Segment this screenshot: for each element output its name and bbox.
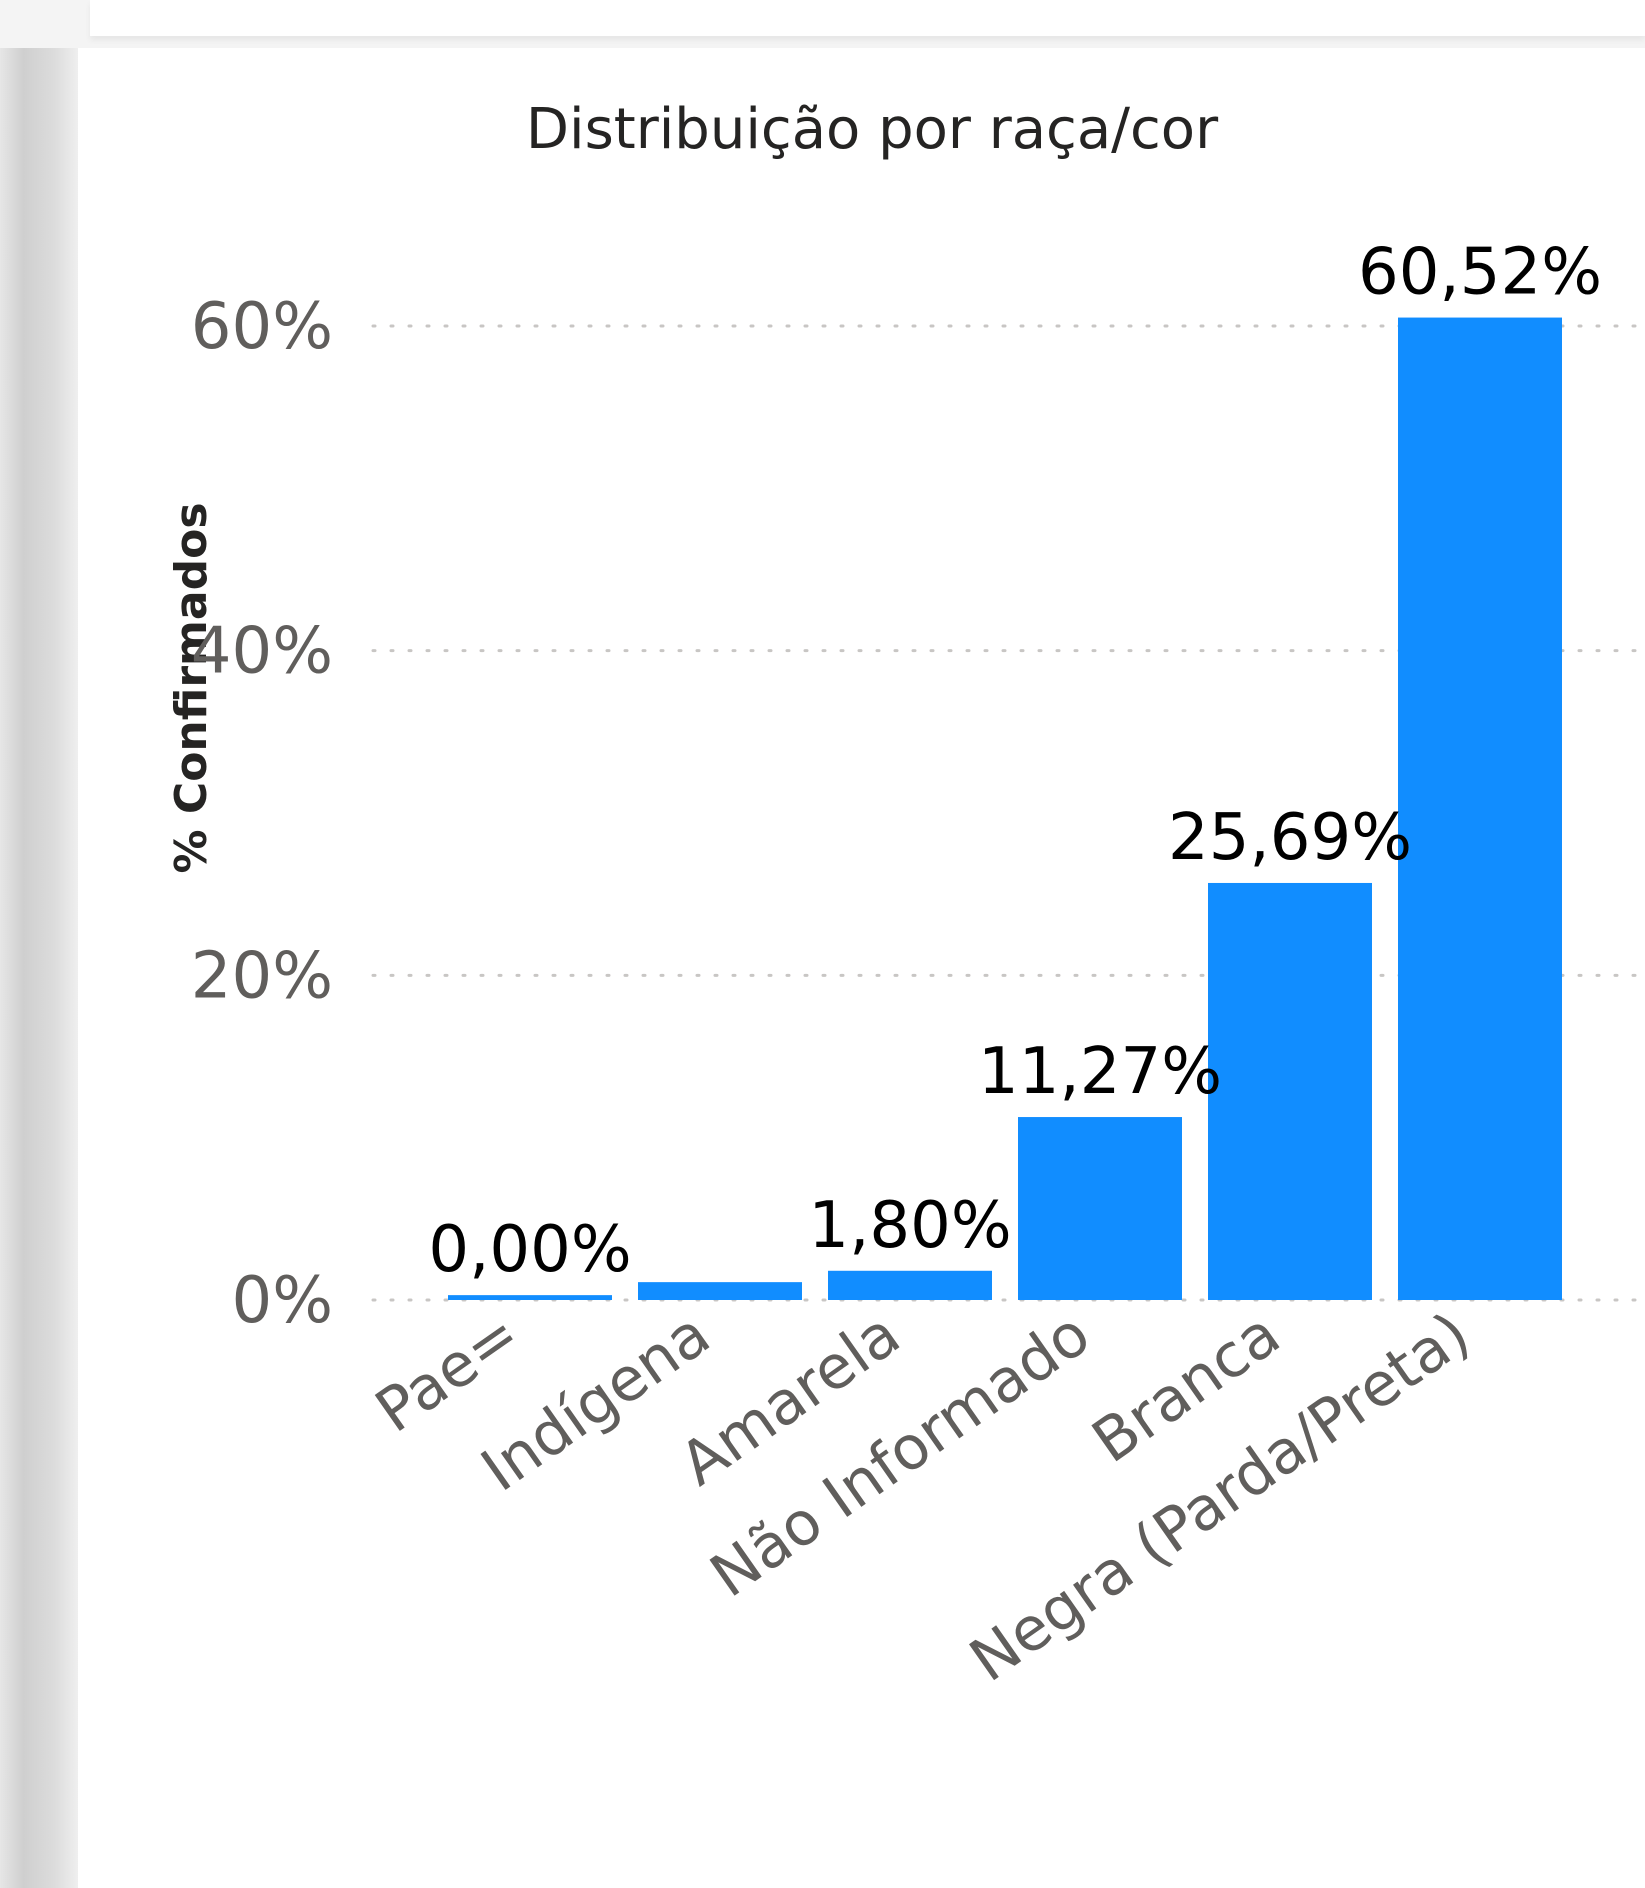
bar-chart: Distribuição por raça/cor % Confirmados … — [166, 97, 1645, 1696]
bar — [828, 1270, 992, 1300]
bar — [1018, 1117, 1182, 1300]
panel-shadow — [0, 48, 78, 1888]
chart-card[interactable]: Distribuição por raça/cor % Confirmados … — [78, 48, 1645, 1888]
data-label: 11,27% — [978, 1035, 1222, 1109]
y-axis-label: % Confirmados — [166, 502, 217, 873]
y-tick-label: 0% — [231, 1264, 333, 1338]
data-label: 1,80% — [808, 1189, 1011, 1263]
y-tick-label: 60% — [191, 290, 333, 364]
data-label: 25,69% — [1168, 801, 1412, 875]
y-tick-label: 20% — [191, 939, 333, 1013]
bar — [1208, 882, 1372, 1300]
y-tick-label: 40% — [191, 615, 333, 689]
top-strip — [90, 0, 1645, 36]
y-ticks: 0% 20% 40% 60% — [191, 290, 333, 1338]
bar — [448, 1295, 612, 1300]
bars — [448, 317, 1562, 1300]
data-label: 0,00% — [428, 1213, 631, 1287]
chart-title: Distribuição por raça/cor — [526, 97, 1219, 162]
data-labels: 0,00% 1,80% 11,27% 25,69% 60,52% — [428, 236, 1602, 1288]
data-label: 60,52% — [1358, 236, 1602, 310]
bar — [1398, 317, 1562, 1300]
bar — [638, 1282, 802, 1300]
